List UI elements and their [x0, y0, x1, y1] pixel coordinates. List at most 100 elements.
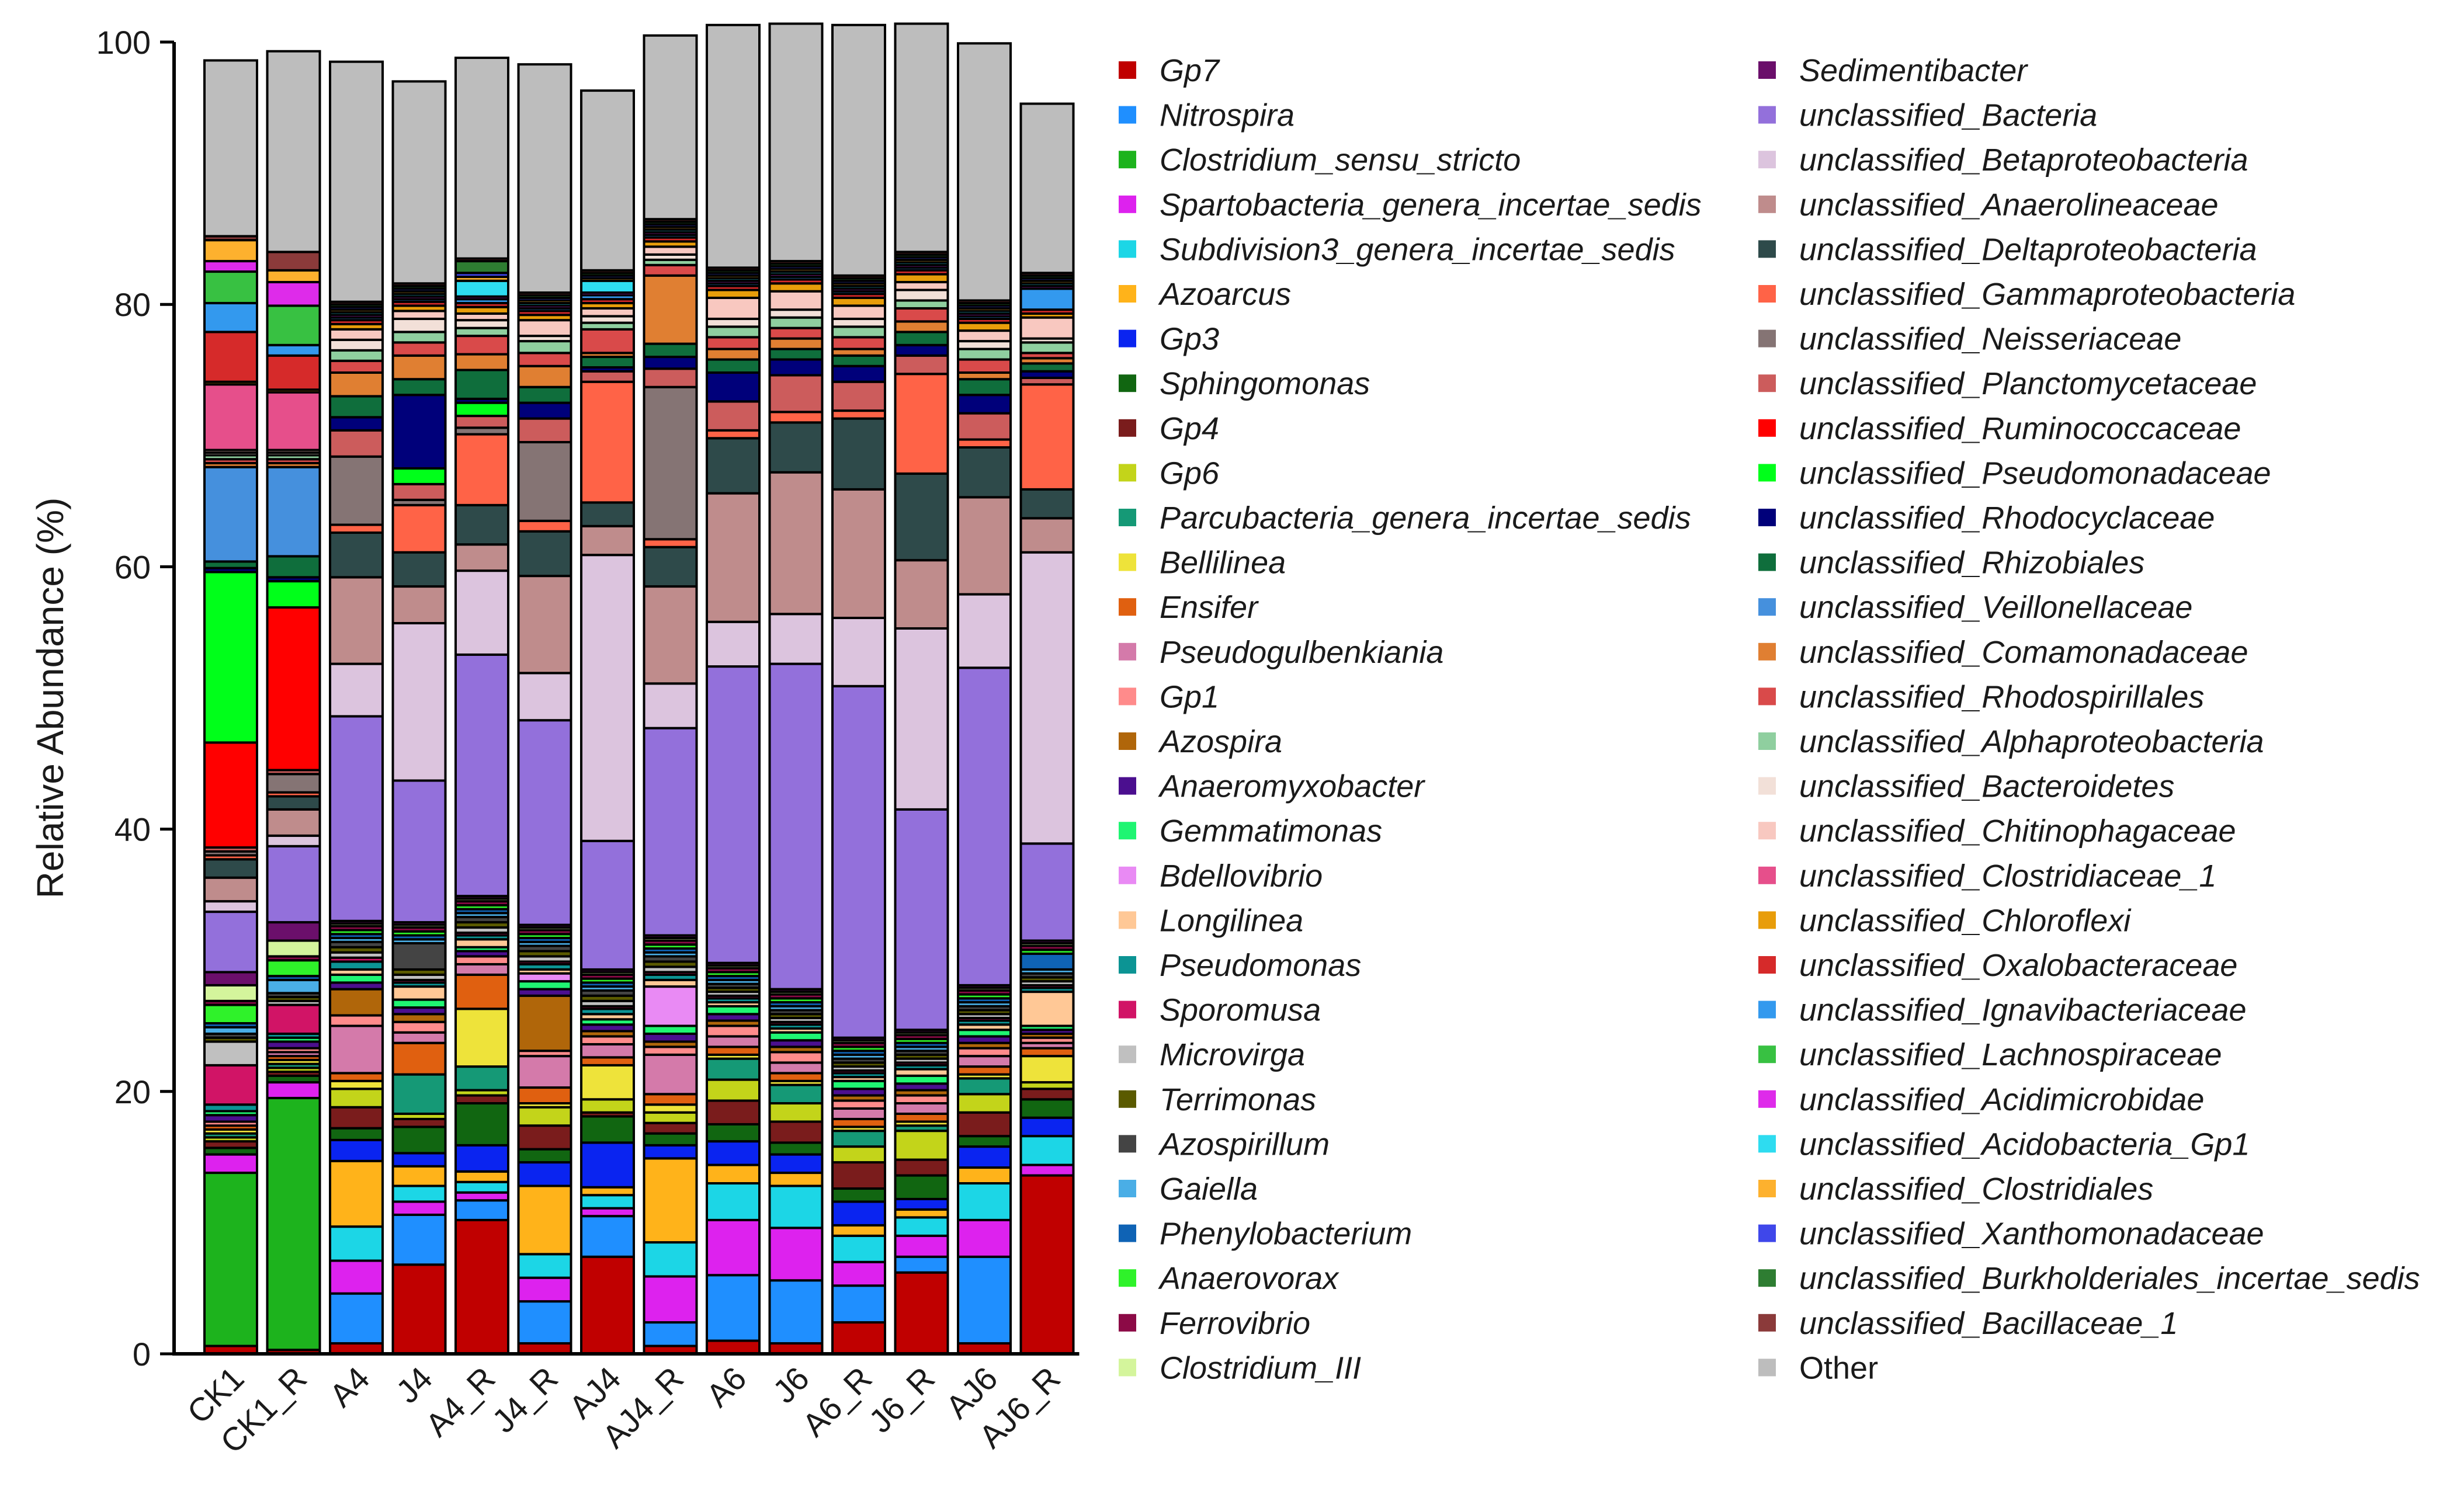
bar-segment-aj6-unclassified-betaproteobacteria — [957, 593, 1012, 669]
bar-segment-a6-unclassified-rhodocyclaceae — [706, 371, 761, 403]
bar-segment-aj6-gp3 — [957, 1145, 1012, 1169]
x-tick-label-j4: J4 — [389, 1360, 439, 1410]
bar-segment-j4-r-gp6 — [517, 1106, 572, 1127]
bar-segment-a4-r-gp1 — [454, 955, 509, 965]
bar-segment-aj4-unclassified-rhodospirillales — [580, 328, 635, 355]
bar-segment-aj4-r-bdellovibrio — [643, 985, 698, 1027]
bar-segment-a4-unclassified-bacteroidetes — [329, 338, 384, 352]
legend-label-azoarcus: Azoarcus — [1158, 277, 1291, 312]
legend-swatch-bellilinea — [1119, 553, 1136, 571]
legend-label-unclassified-bacillaceae-1: unclassified_Bacillaceae_1 — [1799, 1306, 2178, 1341]
legend-label-spartobacteria-genera-incertae-sedis: Spartobacteria_genera_incertae_sedis — [1160, 187, 1702, 223]
legend-item-clostridium-iii: Clostridium_III — [1119, 1350, 1361, 1385]
bar-segment-aj4-unclassified-bacteria — [580, 839, 635, 971]
legend-swatch-unclassified-oxalobacteraceae — [1758, 956, 1776, 974]
bar-segment-aj6-unclassified-bacteria — [957, 666, 1012, 986]
bar-segment-j6-gp4 — [768, 1120, 824, 1144]
legend-label-azospirillum: Azospirillum — [1158, 1127, 1330, 1162]
bar-segment-j6-r-gemmatimonas — [894, 1074, 949, 1085]
bar-segment-ck1-clostridium-iii — [203, 984, 258, 1002]
legend-item-sporomusa: Sporomusa — [1119, 993, 1321, 1028]
bar-segment-ck1-sedimentibacter — [203, 971, 258, 986]
bar-segment-j6-spartobacteria-genera-incertae-sedis — [768, 1227, 824, 1282]
bar-segment-j4-gp1 — [391, 1020, 447, 1034]
bar-segment-aj4-r-other — [643, 34, 698, 221]
bar-segment-aj4-r-subdivision3-genera-incertae-sedis — [643, 1241, 698, 1278]
legend-label-ensifer: Ensifer — [1160, 590, 1259, 625]
bar-segment-ck1-r-unclassified-clostridiaceae-1 — [266, 391, 321, 451]
bar-segment-aj4-r-gp4 — [643, 1121, 698, 1135]
legend-item-anaeromyxobacter: Anaeromyxobacter — [1119, 769, 1425, 804]
bar-stack-aj6 — [957, 42, 1012, 1355]
bar-segment-j4-r-pseudogulbenkiania — [517, 1055, 572, 1089]
legend-label-unclassified-pseudomonadaceae: unclassified_Pseudomonadaceae — [1799, 456, 2271, 491]
legend-swatch-unclassified-planctomycetaceae — [1758, 374, 1776, 392]
bar-segment-a4-r-gp7 — [454, 1218, 509, 1355]
bar-segment-aj4-r-sphingomonas — [643, 1132, 698, 1146]
bar-segment-aj6-r-bellilinea — [1019, 1055, 1075, 1084]
legend-item-unclassified-gammaproteobacteria: unclassified_Gammaproteobacteria — [1758, 277, 2295, 312]
bar-segment-ck1-unclassified-deltaproteobacteria — [203, 858, 258, 879]
legend-item-gp3: Gp3 — [1119, 322, 1219, 357]
bar-segment-aj4-r-unclassified-planctomycetaceae — [643, 367, 698, 388]
legend-label-unclassified-gammaproteobacteria: unclassified_Gammaproteobacteria — [1799, 277, 2295, 312]
bar-segment-aj6-pseudogulbenkiania — [957, 1055, 1012, 1068]
legend-label-unclassified-betaproteobacteria: unclassified_Betaproteobacteria — [1799, 143, 2248, 178]
bar-segment-aj6-r-subdivision3-genera-incertae-sedis — [1019, 1135, 1075, 1166]
bar-segment-j4-r-unclassified-rhodospirillales — [517, 352, 572, 367]
bar-segment-j6-unclassified-planctomycetaceae — [768, 374, 824, 414]
bar-segment-a6-unclassified-bacteria — [706, 665, 761, 964]
bar-segment-j6-r-gp6 — [894, 1130, 949, 1161]
legend-label-parcubacteria-genera-incertae-sedis: Parcubacteria_genera_incertae_sedis — [1160, 501, 1691, 536]
bar-segment-aj6-r-unclassified-gammaproteobacteria — [1019, 383, 1075, 491]
legend-swatch-terrimonas — [1119, 1090, 1136, 1108]
bar-segment-a6-r-unclassified-chloroflexi — [831, 296, 886, 307]
legend-item-unclassified-bacteria: unclassified_Bacteria — [1758, 98, 2097, 133]
bar-segment-j4-r-spartobacteria-genera-incertae-sedis — [517, 1276, 572, 1303]
legend-item-subdivision3-genera-incertae-sedis: Subdivision3_genera_incertae_sedis — [1119, 232, 1675, 267]
legend-label-unclassified-alphaproteobacteria: unclassified_Alphaproteobacteria — [1799, 724, 2264, 759]
legend-item-unclassified-acidimicrobidae: unclassified_Acidimicrobidae — [1758, 1082, 2204, 1117]
bar-segment-ck1-unclassified-ignavibacteriaceae — [203, 301, 258, 333]
bar-segment-ck1-r-unclassified-anaerolineaceae — [266, 808, 321, 837]
bar-segment-aj4-r-gemmatimonas — [643, 1024, 698, 1035]
bar-segment-aj6-unclassified-rhodocyclaceae — [957, 394, 1012, 415]
legend-item-gp6: Gp6 — [1119, 456, 1220, 491]
bar-segment-a4-r-pseudogulbenkiania — [454, 963, 509, 976]
legend-swatch-longilinea — [1119, 911, 1136, 929]
legend-item-sphingomonas: Sphingomonas — [1119, 366, 1370, 401]
legend-item-unclassified-burkholderiales-incertae-sedis: unclassified_Burkholderiales_incertae_se… — [1758, 1261, 2420, 1296]
legend-swatch-anaeromyxobacter — [1119, 777, 1136, 795]
bar-segment-aj6-r-unclassified-betaproteobacteria — [1019, 551, 1075, 845]
bar-segment-aj6-unclassified-rhodospirillales — [957, 358, 1012, 374]
bar-segment-ck1-unclassified-betaproteobacteria — [203, 900, 258, 913]
bar-segment-ck1-spartobacteria-genera-incertae-sedis — [203, 1153, 258, 1175]
bar-segment-aj6-r-unclassified-ignavibacteriaceae — [1019, 287, 1075, 311]
bar-segment-j4-other — [391, 80, 447, 285]
bar-segment-a6-unclassified-comamonadaceae — [706, 348, 761, 361]
legend-swatch-unclassified-neisseriaceae — [1758, 329, 1776, 348]
bar-segment-j4-r-gp3 — [517, 1161, 572, 1187]
legend-item-unclassified-deltaproteobacteria: unclassified_Deltaproteobacteria — [1758, 232, 2257, 267]
bar-segment-j6-unclassified-deltaproteobacteria — [768, 421, 824, 474]
bar-segment-ck1-r-other — [266, 50, 321, 253]
bar-segment-a6-unclassified-betaproteobacteria — [706, 620, 761, 668]
bar-segment-ck1-r-unclassified-ruminococcaceae — [266, 606, 321, 772]
bar-segment-aj4-pseudogulbenkiania — [580, 1043, 635, 1059]
legend-label-unclassified-rhizobiales: unclassified_Rhizobiales — [1799, 546, 2144, 581]
legend-swatch-unclassified-acidobacteria-gp1 — [1758, 1135, 1776, 1153]
bar-segment-a6-gp1 — [706, 1024, 761, 1038]
bar-segment-a4-r-other — [454, 56, 509, 260]
bar-segment-a4-r-bellilinea — [454, 1007, 509, 1068]
legend-item-unclassified-neisseriaceae: unclassified_Neisseriaceae — [1758, 322, 2181, 357]
bar-segment-j4-r-unclassified-neisseriaceae — [517, 441, 572, 522]
bar-segment-a6-r-pseudogulbenkiania — [831, 1107, 886, 1120]
legend-swatch-unclassified-rhizobiales — [1758, 553, 1776, 571]
y-axis-label: Relative Abundance (%) — [29, 498, 71, 899]
legend-item-unclassified-xanthomonadaceae: unclassified_Xanthomonadaceae — [1758, 1217, 2264, 1252]
legend-label-unclassified-clostridiaceae-1: unclassified_Clostridiaceae_1 — [1799, 859, 2216, 894]
bar-segment-a6-r-nitrospira — [831, 1284, 886, 1324]
bar-segment-aj6-unclassified-alphaproteobacteria — [957, 348, 1012, 361]
bar-segment-j4-r-unclassified-anaerolineaceae — [517, 575, 572, 675]
legend-swatch-unclassified-lachnospiraceae — [1758, 1045, 1776, 1064]
